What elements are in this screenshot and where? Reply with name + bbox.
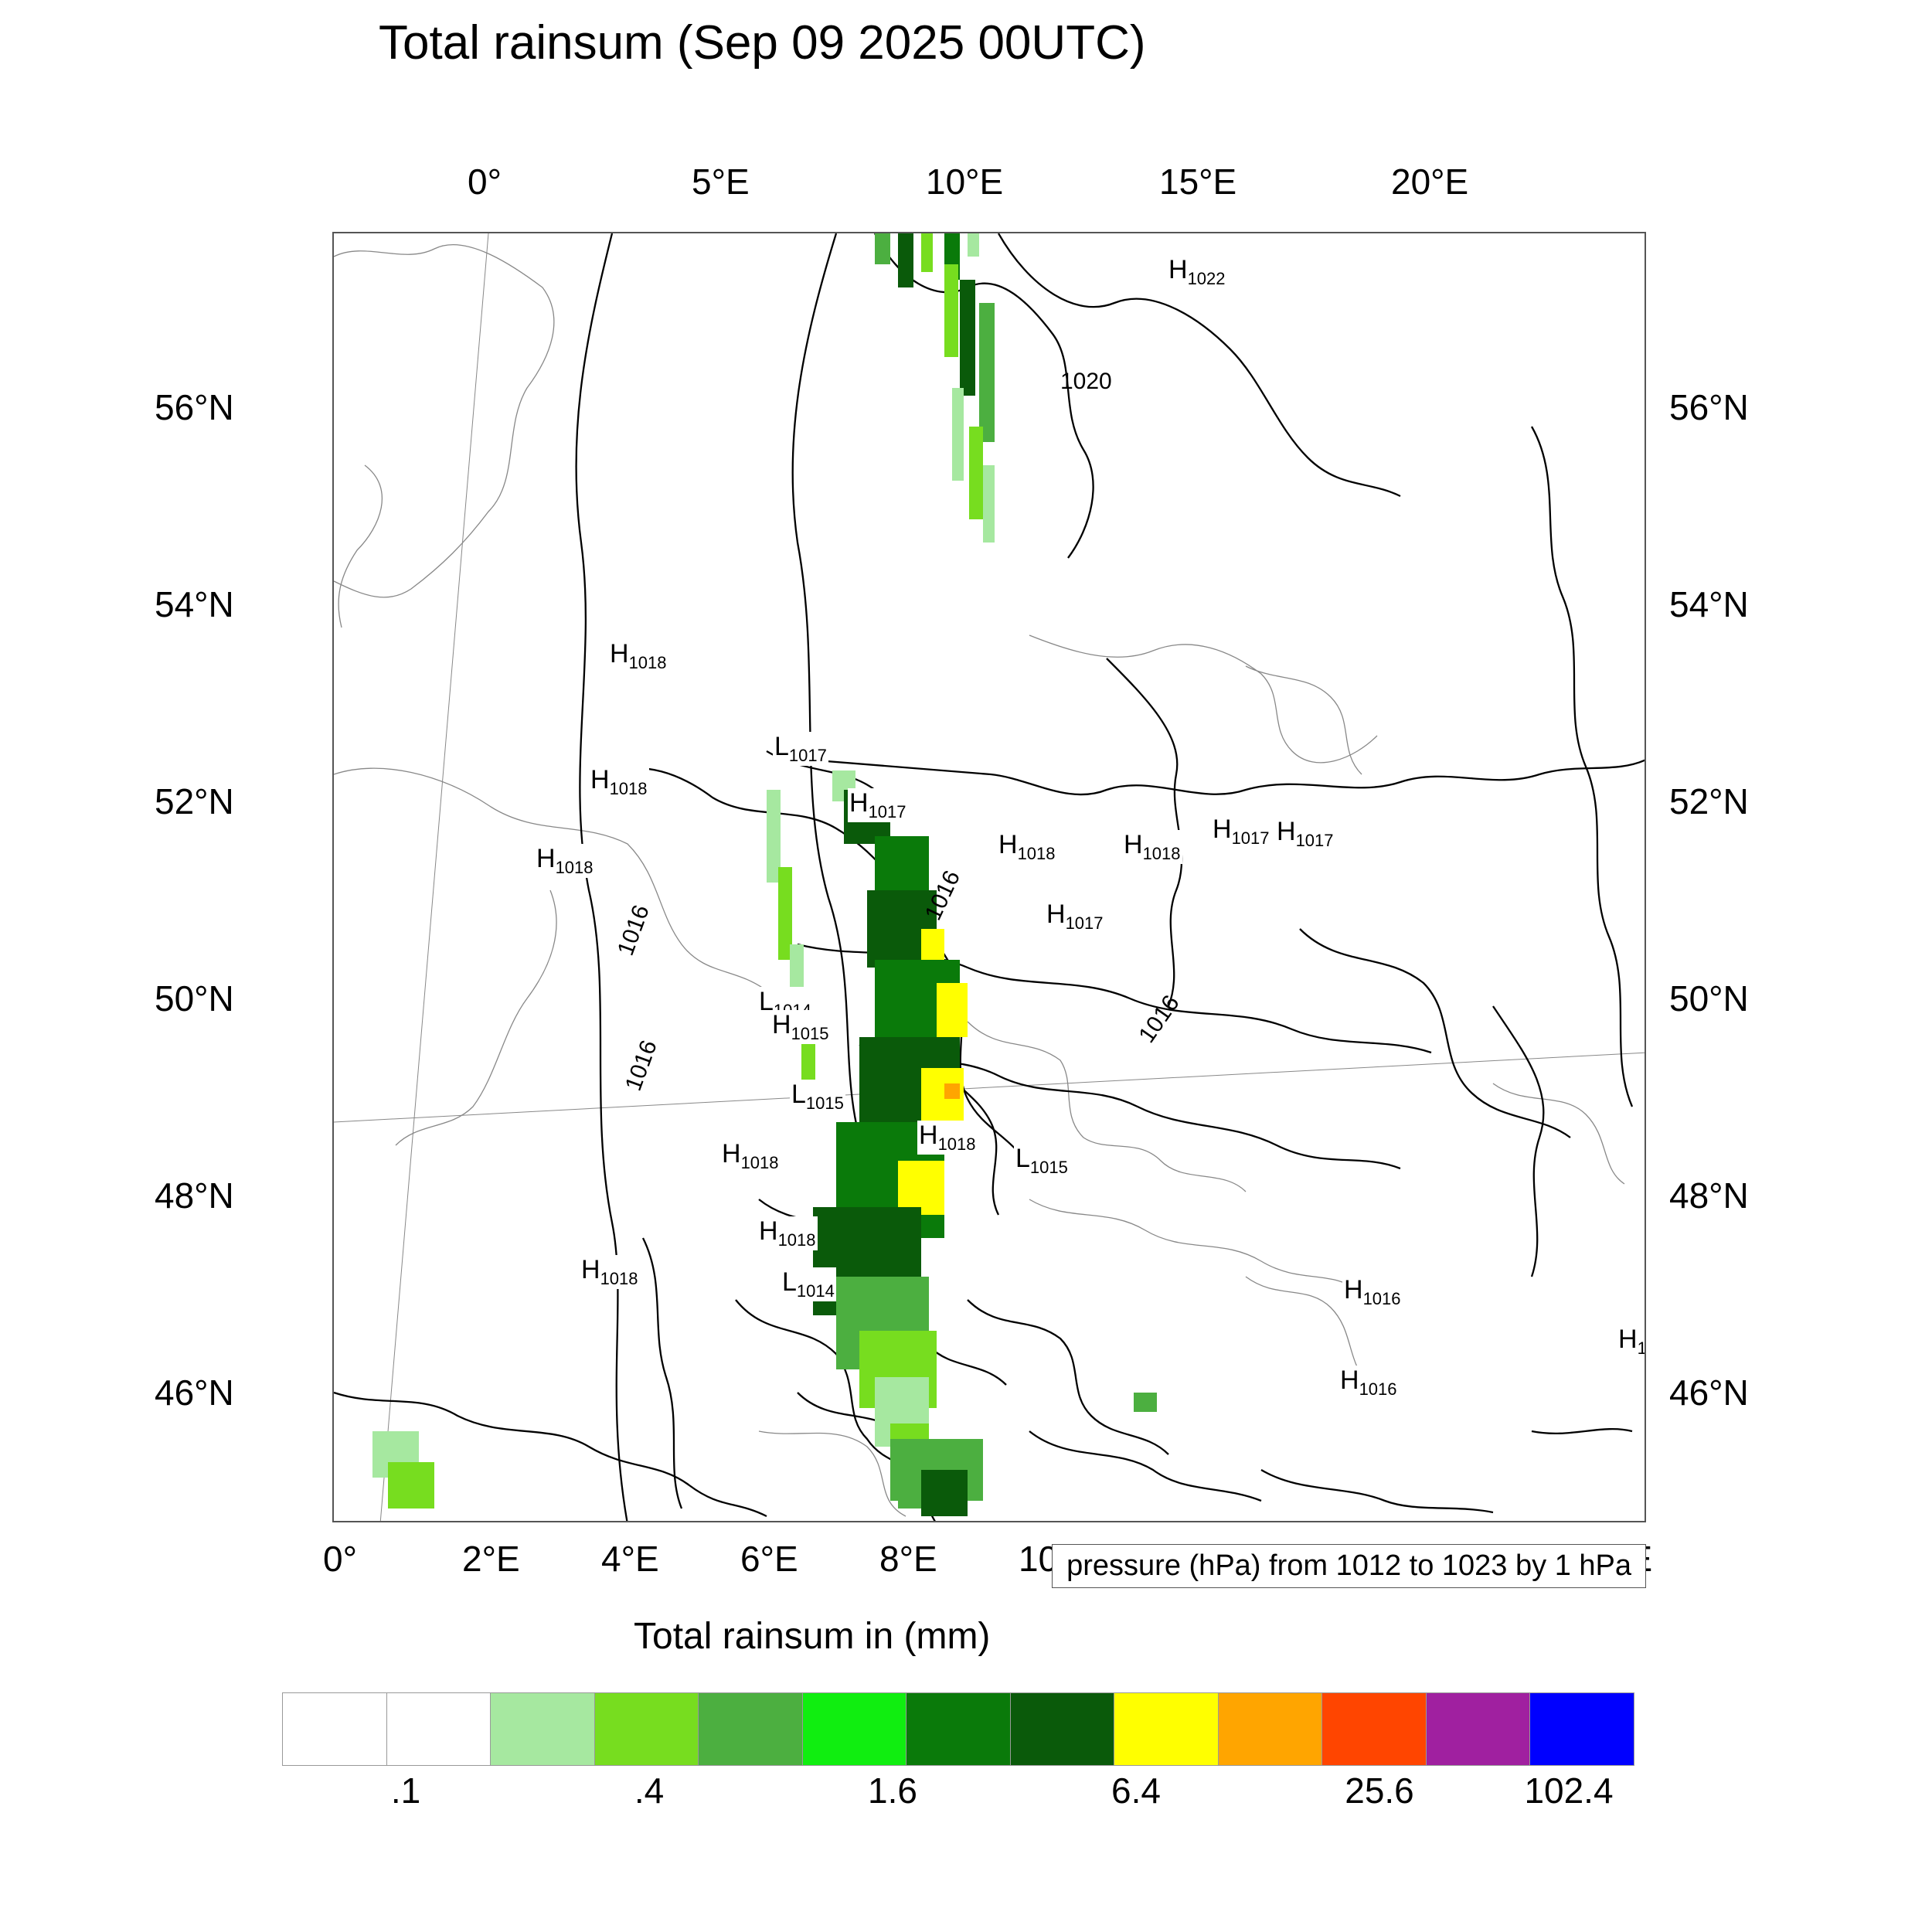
left-lat-tick: 54°N [155, 583, 234, 625]
pressure-label: H1018 [1122, 830, 1182, 864]
pressure-label: H1022 [1167, 255, 1227, 289]
right-lat-tick: 56°N [1669, 386, 1749, 428]
top-lon-tick: 10°E [926, 161, 1003, 202]
right-lat-tick: 52°N [1669, 781, 1749, 822]
pressure-info-box: pressure (hPa) from 1012 to 1023 by 1 hP… [1052, 1544, 1646, 1588]
pressure-label: H1018 [757, 1216, 818, 1250]
pressure-label: L1015 [790, 1080, 845, 1114]
pressure-label: H1018 [535, 844, 595, 878]
right-lat-tick: 48°N [1669, 1175, 1749, 1216]
contour-label: 1020 [1060, 369, 1112, 395]
top-lon-tick: 15°E [1159, 161, 1236, 202]
pressure-label: H1015 [770, 1010, 831, 1044]
pressure-label: H1017 [1211, 815, 1271, 849]
left-lat-tick: 46°N [155, 1372, 234, 1413]
pressure-label: L1015 [1014, 1144, 1070, 1178]
pressure-label: L1017 [773, 732, 828, 766]
pressure-label: H1015 [1617, 1325, 1646, 1359]
pressure-label: H1016 [1338, 1366, 1399, 1400]
pressure-label: H1018 [997, 830, 1057, 864]
page-title: Total rainsum (Sep 09 2025 00UTC) [379, 15, 1145, 70]
pressure-label: H1016 [1342, 1275, 1403, 1309]
rain-field [334, 233, 1646, 1522]
pressure-label: H1018 [917, 1121, 978, 1155]
map-frame: H1022 1020 H1018 L1017 H1018 H1017 H1018… [332, 232, 1646, 1522]
left-lat-tick: 52°N [155, 781, 234, 822]
left-lat-tick: 50°N [155, 978, 234, 1019]
top-lon-tick: 20°E [1391, 161, 1468, 202]
rain-legend-bar [282, 1692, 1634, 1766]
pressure-label: H1017 [1275, 817, 1335, 851]
pressure-label: H1017 [848, 788, 908, 822]
pressure-label: H1018 [580, 1255, 640, 1289]
top-lon-tick: 0° [468, 161, 502, 202]
pressure-label: H1018 [608, 639, 668, 673]
left-lat-tick: 56°N [155, 386, 234, 428]
pressure-label: H1018 [589, 765, 649, 799]
top-lon-tick: 5°E [692, 161, 750, 202]
pressure-label: H1017 [1045, 900, 1105, 934]
rain-legend-ticks: .1 .4 1.6 6.4 25.6 102.4 [282, 1770, 1634, 1816]
left-lat-tick: 48°N [155, 1175, 234, 1216]
pressure-label: H1018 [720, 1139, 781, 1173]
right-lat-tick: 50°N [1669, 978, 1749, 1019]
legend-title: Total rainsum in (mm) [634, 1615, 990, 1658]
right-lat-tick: 46°N [1669, 1372, 1749, 1413]
pressure-label: L1014 [781, 1267, 836, 1301]
right-lat-tick: 54°N [1669, 583, 1749, 625]
